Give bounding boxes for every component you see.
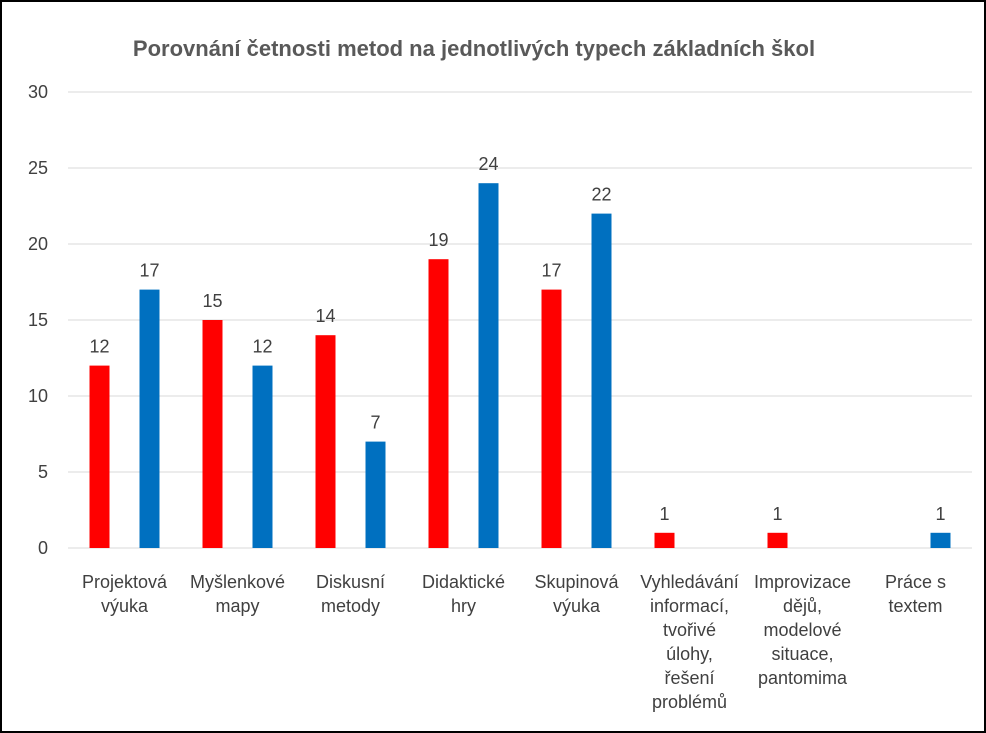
category-label: Improvizace dějů, modelové situace, pantomim… — [754, 572, 851, 688]
data-label: 17 — [541, 261, 561, 281]
bar — [315, 335, 336, 548]
bar — [654, 532, 675, 548]
y-tick-label: 20 — [28, 234, 48, 254]
bar — [89, 365, 110, 548]
y-tick-label: 0 — [38, 538, 48, 558]
bar — [478, 183, 499, 548]
bar — [428, 259, 449, 548]
data-label: 14 — [315, 306, 335, 326]
category-label: Práce s textem — [885, 572, 946, 616]
category-label: Myšlenkové mapy — [190, 572, 285, 616]
bar — [541, 289, 562, 548]
y-tick-label: 30 — [28, 82, 48, 102]
bar — [252, 365, 273, 548]
data-labels: 12 15 14 19 17 1 1 17 12 7 24 22 1 — [89, 154, 945, 524]
category-labels: Projektová výuka Myšlenkové mapy Diskusní met… — [82, 572, 946, 712]
bar — [365, 441, 386, 548]
data-label: 1 — [659, 504, 669, 524]
bar — [202, 320, 223, 548]
y-axis-ticks: 0 5 10 15 20 25 30 — [28, 82, 48, 558]
category-label: Skupinová výuka — [534, 572, 619, 616]
data-label: 7 — [370, 413, 380, 433]
bar — [930, 532, 951, 548]
data-label: 19 — [428, 230, 448, 250]
data-label: 17 — [139, 261, 159, 281]
bar — [591, 213, 612, 548]
category-label: Projektová výuka — [82, 572, 168, 616]
y-tick-label: 15 — [28, 310, 48, 330]
category-label: Didaktické hry — [422, 572, 505, 616]
data-label: 1 — [935, 504, 945, 524]
data-label: 12 — [89, 337, 109, 357]
y-tick-label: 10 — [28, 386, 48, 406]
y-tick-label: 25 — [28, 158, 48, 178]
data-label: 24 — [478, 154, 498, 174]
data-label: 1 — [772, 504, 782, 524]
category-label: Diskusní metody — [316, 572, 385, 616]
bar — [767, 532, 788, 548]
bars — [89, 183, 951, 548]
y-tick-label: 5 — [38, 462, 48, 482]
category-label: Vyhledávání informací, tvořivé úlohy, řešení… — [640, 572, 738, 712]
data-label: 15 — [202, 291, 222, 311]
chart-title: Porovnání četnosti metod na jednotlivých… — [133, 36, 815, 61]
bar — [139, 289, 160, 548]
data-label: 12 — [252, 337, 272, 357]
data-label: 22 — [591, 185, 611, 205]
